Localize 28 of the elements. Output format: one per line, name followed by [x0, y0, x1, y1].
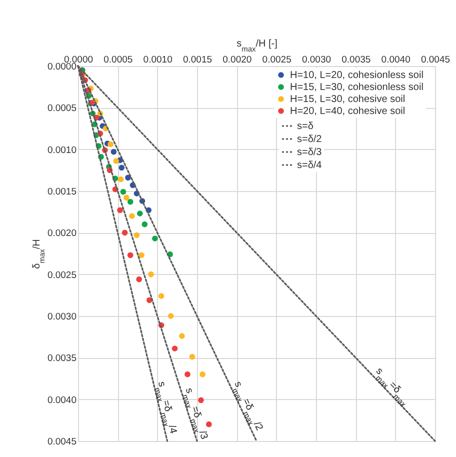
x-tick-label: 0.0005	[104, 54, 133, 66]
y-tick-label: 0.0025	[47, 270, 76, 281]
y-tick-label: 0.0005	[47, 103, 76, 114]
x-tick-label: 0.0025	[262, 54, 292, 66]
y-tick-label: 0.0010	[47, 144, 76, 156]
legend-label: s=δ/4	[297, 160, 322, 171]
legend-label: H=15, L=30, cohesionless soil	[290, 82, 424, 93]
x-tick-label: 0.0030	[302, 54, 332, 66]
y-tick-label: 0.0030	[47, 312, 76, 322]
y-tick-label: 0.0020	[47, 228, 76, 240]
x-tick-label: 0.0010	[143, 54, 172, 66]
y-tick-label: 0.0035	[47, 353, 76, 364]
y-tick-label: 0.0015	[47, 186, 76, 198]
legend-label: H=20, L=40, cohesive soil	[290, 106, 406, 117]
y-tick-label: 0.0045	[47, 436, 76, 448]
legend-label: s=δ/3	[297, 147, 322, 158]
x-tick-label: 0.0040	[381, 54, 410, 66]
y-tick-label: 0.0000	[47, 62, 76, 72]
legend-label: H=10, L=20, cohesionless soil	[290, 70, 424, 81]
legend-label: s=δ/2	[297, 134, 322, 145]
legend-label: s=δ	[297, 121, 314, 132]
legend-label: H=15, L=30, cohesive soil	[290, 94, 406, 105]
x-tick-label: 0.0035	[342, 54, 371, 66]
x-tick-label: 0.0045	[420, 54, 450, 66]
y-tick-label: 0.0040	[47, 394, 76, 406]
x-tick-label: 0.0020	[222, 54, 252, 66]
x-tick-label: 0.0015	[182, 54, 212, 66]
x-axis-title: s$_{max}$/H [-]	[236, 38, 278, 53]
